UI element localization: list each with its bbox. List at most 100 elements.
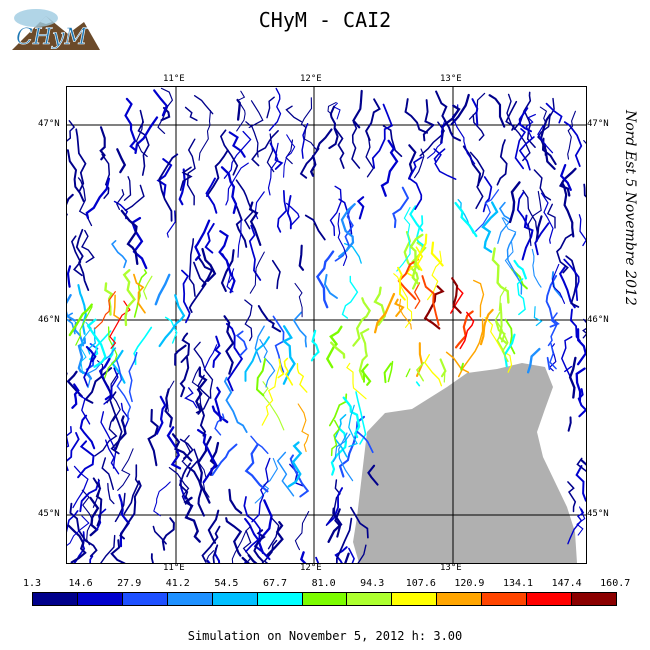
river-segment (423, 354, 443, 387)
river-segment (109, 391, 123, 455)
river-segment (371, 103, 394, 169)
river-segment (92, 477, 103, 527)
river-segment (156, 158, 173, 198)
colorbar-label: 41.2 (165, 578, 190, 589)
river-segment (103, 326, 118, 381)
river-segment (564, 365, 573, 373)
river-segment (472, 114, 485, 141)
river-segment (257, 499, 273, 554)
river-segment (328, 105, 339, 150)
river-segment (315, 128, 333, 152)
river-segment (537, 125, 554, 154)
river-segment (211, 443, 238, 476)
river-segment (193, 341, 214, 399)
colorbar-segment (482, 593, 528, 605)
river-segment (94, 291, 116, 330)
river-segment (248, 224, 262, 281)
river-segment (276, 189, 288, 233)
river-segment (421, 275, 440, 326)
river-segment (220, 166, 238, 215)
river-segment (422, 99, 436, 142)
river-segment (150, 553, 154, 563)
river-segment (67, 515, 90, 547)
river-segment (67, 265, 72, 288)
river-segment (79, 479, 100, 513)
river-segment (199, 402, 207, 437)
river-segment (89, 496, 100, 537)
river-segment (496, 139, 508, 186)
river-segment (67, 193, 74, 216)
river-segment (518, 136, 535, 171)
river-segment (334, 508, 342, 538)
river-segment (326, 487, 344, 526)
colorbar-segment (33, 593, 78, 605)
river-segment (164, 388, 173, 428)
river-segment (522, 189, 539, 239)
river-segment (235, 179, 254, 230)
river-segment (380, 139, 399, 197)
river-segment (419, 121, 445, 157)
river-segment (96, 360, 112, 404)
colorbar-segment (257, 593, 303, 605)
colorbar (32, 592, 617, 606)
river-segment (205, 177, 218, 214)
river-segment (335, 517, 353, 563)
colorbar-segment (392, 593, 438, 605)
river-segment (294, 282, 303, 318)
river-segment (179, 438, 194, 460)
river-segment (398, 298, 412, 330)
river-segment (549, 342, 557, 370)
river-segment (198, 109, 212, 161)
river-segment (107, 482, 115, 505)
river-segment (506, 233, 523, 295)
river-segment (344, 242, 362, 264)
colorbar-segment (302, 593, 348, 605)
river-segment (85, 177, 111, 220)
river-segment (575, 367, 586, 402)
river-segment (124, 184, 145, 212)
river-segment (193, 95, 214, 115)
river-segment (495, 320, 506, 343)
river-segment (300, 97, 317, 150)
river-segment (178, 462, 192, 507)
river-segment (560, 336, 573, 379)
river-segment (457, 318, 484, 378)
river-segment (433, 148, 457, 180)
colorbar-label: 67.7 (262, 578, 288, 589)
river-segment (473, 279, 485, 318)
river-segment (583, 183, 586, 198)
colorbar-segment (77, 593, 123, 605)
river-segment (513, 91, 532, 131)
river-segment (116, 148, 127, 174)
colorbar-segment (212, 593, 258, 605)
colorbar-segment (122, 593, 168, 605)
river-segment (365, 98, 381, 141)
river-segment (468, 92, 486, 120)
colorbar-label: 14.6 (68, 578, 93, 589)
river-segment (342, 396, 361, 439)
river-segment (337, 212, 348, 266)
river-segment (357, 544, 367, 563)
colorbar-labels: 1.3 14.6 27.9 41.2 54.5 67.7 81.0 94.3 107.6 120.… (23, 578, 630, 592)
river-segment (254, 325, 265, 363)
river-segment (298, 244, 305, 271)
river-segment (225, 162, 249, 206)
river-segment (212, 544, 219, 563)
river-segment (397, 266, 406, 301)
colorbar-label: 147.4 (551, 578, 582, 589)
river-segment (334, 546, 348, 563)
river-segment (212, 335, 222, 368)
river-segment (356, 196, 365, 220)
river-segment (183, 496, 201, 543)
river-segment (327, 101, 337, 115)
river-segment (135, 118, 148, 158)
river-segment (272, 315, 285, 373)
river-segment (68, 303, 93, 337)
river-segment (67, 524, 87, 563)
river-segment (248, 201, 262, 246)
river-segment (191, 367, 202, 407)
river-segment (435, 90, 462, 142)
river-segment (180, 332, 191, 363)
river-segment (533, 306, 543, 327)
river-segment (171, 433, 193, 462)
